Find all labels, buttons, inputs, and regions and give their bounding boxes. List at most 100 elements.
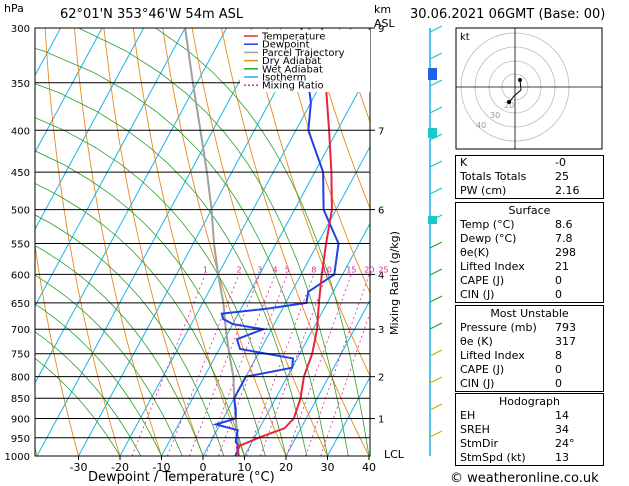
most-unstable-title: Most Unstable (490, 307, 569, 320)
pressure-tick-label: 1000 (5, 452, 30, 463)
most-unstable-value: 8 (555, 349, 562, 362)
most-unstable-label: CAPE (J) (460, 363, 505, 376)
hodograph-table: Hodograph EH 14 SREH 34 StmDir 24° StmSpd (kt)… (455, 393, 604, 466)
km-label: km (374, 3, 392, 16)
surface-row: θe(K) 298 (456, 246, 603, 260)
hodograph-label: StmSpd (kt) (460, 451, 526, 464)
most-unstable-row: Pressure (mb) 793 (456, 321, 603, 335)
mixing-ratio-line (286, 274, 352, 456)
index-row-pw: PW (cm) 2.16 (456, 184, 603, 198)
temp-tick-label: 10 (238, 461, 252, 474)
mixing-ratio-label: 25 (378, 265, 388, 274)
most-unstable-row: Lifted Index 8 (456, 349, 603, 363)
wind-barb (429, 295, 443, 303)
surface-row: Lifted Index 21 (456, 260, 603, 274)
km-tick-label: 3 (378, 325, 384, 336)
most-unstable-row: θe (K) 317 (456, 335, 603, 349)
location-title: 62°01'N 353°46'W 54m ASL (60, 7, 244, 22)
wind-barb (429, 376, 443, 384)
temp-tick-label: 0 (200, 461, 207, 474)
surface-label: Temp (°C) (460, 218, 515, 231)
hodograph-ring-label: 30 (490, 111, 500, 120)
parcel-trajectory-line (184, 28, 240, 456)
mixing-ratio-label: 20 (364, 265, 374, 274)
temp-tick-label: -10 (153, 461, 171, 474)
wind-marker (428, 68, 437, 80)
legend-label: Dry Adiabat (262, 56, 321, 67)
x-axis-label: Dewpoint / Temperature (°C) (88, 470, 275, 485)
pressure-tick-label: 500 (11, 206, 30, 217)
pressure-tick-label: 650 (11, 299, 30, 310)
wind-barb (429, 430, 443, 438)
mixing-ratio-label: 3 (257, 265, 262, 274)
most-unstable-label: θe (K) (460, 335, 493, 348)
surface-label: Lifted Index (460, 260, 525, 273)
hpa-label: hPa (4, 2, 24, 15)
wind-barb (429, 160, 443, 168)
pressure-tick-label: 300 (11, 24, 30, 35)
mixing-ratio-label: 10 (322, 265, 332, 274)
surface-label: CIN (J) (460, 288, 495, 301)
hodograph-title: Hodograph (499, 395, 560, 408)
hodograph-value: 24° (555, 437, 575, 450)
wind-barb (429, 322, 443, 330)
isotherm-line (119, 28, 352, 456)
k-value: -0 (555, 156, 566, 169)
surface-title: Surface (508, 204, 551, 217)
most-unstable-row: CAPE (J) 0 (456, 363, 603, 377)
mixing-ratio-line (260, 274, 328, 456)
index-row-k: K -0 (456, 156, 603, 170)
pw-value: 2.16 (555, 184, 580, 197)
km-tick-label: 4 (378, 270, 384, 281)
hodograph-row: EH 14 (456, 409, 603, 423)
hodograph-frame (455, 27, 603, 150)
hodograph-row: SREH 34 (456, 423, 603, 437)
isotherm-line (285, 299, 370, 456)
km-tick-label: 9 (378, 24, 384, 35)
mixing-ratio-line (218, 274, 288, 456)
surface-row: CIN (J) 0 (456, 288, 603, 302)
hodograph-point (507, 100, 511, 104)
legend-label: Mixing Ratio (262, 81, 324, 92)
most-unstable-table: Most Unstable Pressure (mb) 793 θe (K) 317 L… (455, 305, 604, 392)
mixing-ratio-label: 5 (285, 265, 290, 274)
pressure-tick-label: 350 (11, 79, 30, 90)
mixing-ratio-label: 8 (311, 265, 316, 274)
pressure-tick-label: 800 (11, 373, 30, 384)
most-unstable-value: 317 (555, 335, 576, 348)
legend-label: Temperature (261, 32, 325, 43)
dry-adiabat-line (309, 28, 370, 210)
surface-value: 298 (555, 246, 576, 259)
isotherm-line (35, 28, 62, 77)
isotherm-line (35, 28, 103, 154)
pressure-tick-label: 400 (11, 126, 30, 137)
most-unstable-value: 0 (555, 363, 562, 376)
wind-barb (429, 349, 443, 357)
surface-label: θe(K) (460, 246, 490, 259)
wind-barb (429, 79, 443, 87)
dry-adiabat-line (74, 28, 162, 456)
hodograph-row: StmSpd (kt) 13 (456, 451, 603, 465)
pressure-tick-label: 550 (11, 239, 30, 250)
most-unstable-value: 0 (555, 377, 562, 390)
km-tick-label: 7 (378, 126, 384, 137)
km-tick-label: 1 (378, 415, 384, 426)
surface-value: 21 (555, 260, 569, 273)
surface-table: Surface Temp (°C) 8.6 Dewp (°C) 7.8 θe(K) 298… (455, 202, 604, 303)
datetime-title: 30.06.2021 06GMT (Base: 00) (410, 7, 606, 22)
legend-label: Wet Adiabat (262, 64, 323, 75)
mixing-ratio-line (246, 274, 315, 456)
mixing-ratio-line (320, 311, 370, 456)
most-unstable-row: CIN (J) 0 (456, 377, 603, 391)
wind-marker (428, 216, 437, 224)
isotherm-line (35, 28, 145, 231)
wind-barb (429, 403, 443, 411)
hodograph-label: EH (460, 409, 476, 422)
wind-barb (429, 52, 443, 60)
hodograph-point (518, 78, 522, 82)
y-axis-label: Mixing Ratio (g/kg) (388, 231, 401, 335)
wet-adiabat-line (35, 357, 121, 456)
index-row-tt: Totals Totals 25 (456, 170, 603, 184)
most-unstable-label: CIN (J) (460, 377, 495, 390)
